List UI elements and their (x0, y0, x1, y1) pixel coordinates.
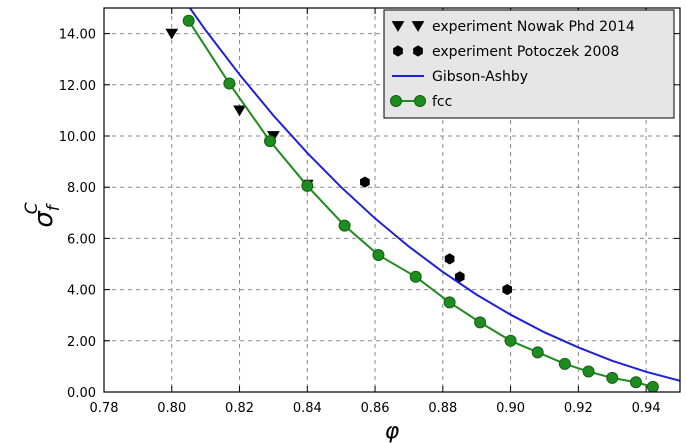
data-point (372, 249, 385, 262)
series-line (188, 8, 680, 382)
legend-marker-icon (414, 95, 426, 107)
y-tick-label: 0.00 (67, 386, 96, 401)
data-point (531, 346, 544, 359)
legend-marker-icon (390, 95, 402, 107)
y-tick-label: 10.00 (59, 130, 96, 145)
x-tick-label: 0.92 (564, 401, 593, 416)
legend-label: Gibson-Ashby (432, 69, 528, 85)
x-tick-label: 0.78 (90, 401, 119, 416)
x-tick-label: 0.82 (225, 401, 254, 416)
series-layer (165, 8, 680, 392)
legend-item: fcc (390, 94, 452, 110)
data-point (301, 179, 314, 192)
data-point (264, 135, 277, 148)
data-point (646, 380, 659, 392)
series-line (187, 20, 654, 388)
legend-item: experiment Potoczek 2008 (393, 44, 619, 60)
legend-item: experiment Nowak Phd 2014 (391, 19, 635, 35)
y-tick-label: 2.00 (67, 335, 96, 350)
data-point (606, 371, 619, 384)
y-tick-label: 8.00 (67, 181, 96, 196)
x-tick-label: 0.80 (157, 401, 186, 416)
data-point (182, 14, 195, 27)
y-axis-label-main: σ (29, 210, 59, 228)
y-tick-label: 6.00 (67, 232, 96, 247)
x-tick-label: 0.90 (496, 401, 525, 416)
data-point (223, 77, 236, 90)
svg-text:σfC: σfC (22, 202, 64, 227)
x-axis-label: φ (385, 419, 400, 443)
data-point (443, 296, 456, 309)
legend-label: experiment Potoczek 2008 (432, 44, 619, 60)
data-point (360, 176, 370, 188)
series-fcc (182, 14, 659, 392)
y-axis-label-sub: f (44, 202, 64, 211)
data-point (338, 219, 351, 232)
data-point (233, 105, 246, 117)
y-tick-label: 14.00 (59, 28, 96, 43)
data-point (502, 284, 513, 296)
data-point (558, 357, 571, 370)
legend-marker-icon (391, 21, 405, 32)
series-gibson-ashby (188, 8, 680, 382)
data-point (474, 316, 487, 329)
series-experiment-potoczek-2008 (360, 176, 513, 296)
legend-marker-icon (413, 45, 423, 57)
legend-label: experiment Nowak Phd 2014 (432, 19, 635, 35)
legend: experiment Nowak Phd 2014 experiment Poto… (383, 9, 675, 119)
data-point (582, 365, 595, 378)
x-tick-label: 0.94 (632, 401, 661, 416)
legend-marker-icon (411, 21, 425, 32)
ticks: 0.78 0.80 0.82 0.84 0.86 0.88 0.90 0.92 0.94 0.00… (59, 8, 680, 416)
y-axis-label: σfC (22, 202, 64, 227)
legend-item: Gibson-Ashby (392, 69, 528, 85)
data-point (165, 28, 179, 40)
legend-label: fcc (432, 94, 452, 110)
plot-frame (103, 7, 681, 393)
axes (103, 7, 681, 393)
data-point (454, 271, 465, 283)
legend-box (383, 9, 675, 119)
legend-marker-icon (393, 45, 403, 57)
data-point (409, 270, 422, 283)
data-point (629, 376, 642, 389)
x-tick-label: 0.84 (293, 401, 322, 416)
y-tick-label: 4.00 (67, 284, 96, 299)
y-axis-label-sup: C (22, 202, 42, 214)
data-point (444, 253, 455, 265)
x-tick-label: 0.86 (361, 401, 390, 416)
y-tick-label: 12.00 (59, 79, 96, 94)
data-point (504, 334, 517, 347)
x-tick-label: 0.88 (428, 401, 457, 416)
